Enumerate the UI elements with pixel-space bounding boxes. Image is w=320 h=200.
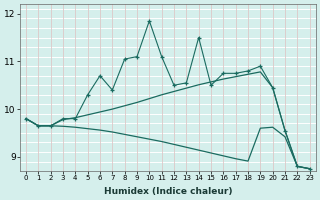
X-axis label: Humidex (Indice chaleur): Humidex (Indice chaleur): [104, 187, 232, 196]
